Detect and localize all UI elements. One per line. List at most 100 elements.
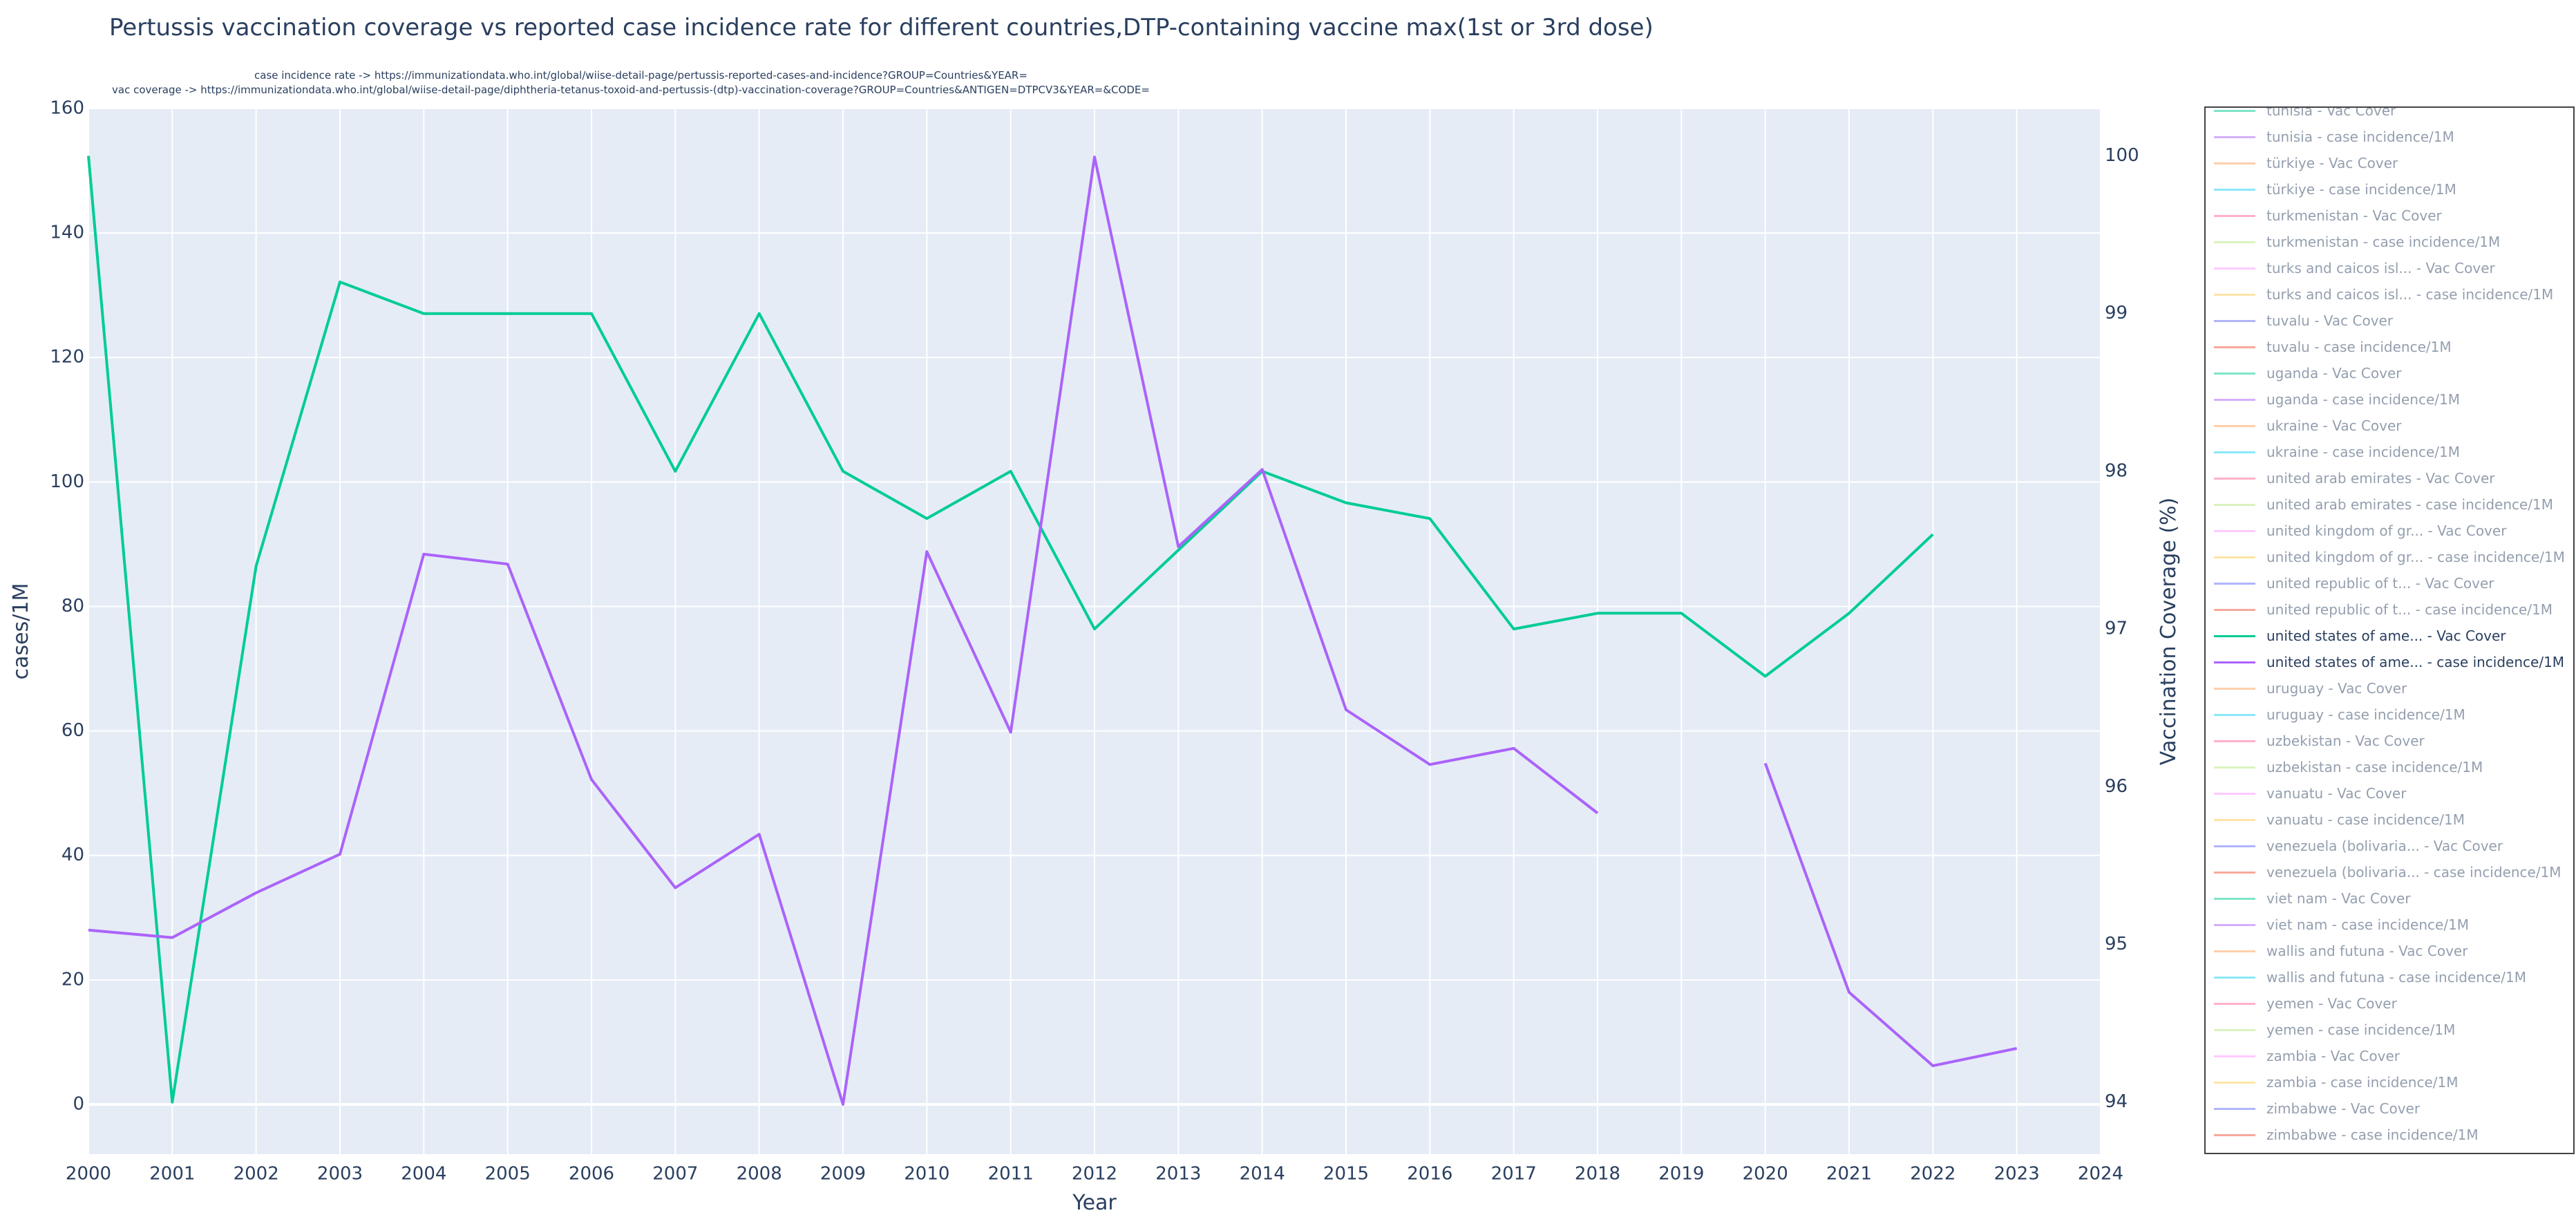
legend-label: uruguay - Vac Cover bbox=[2266, 680, 2407, 697]
legend-item[interactable]: türkiye - Vac Cover bbox=[2214, 151, 2398, 176]
legend-item[interactable]: turkmenistan - Vac Cover bbox=[2214, 203, 2442, 228]
legend-item[interactable]: zimbabwe - case incidence/1M bbox=[2214, 1122, 2479, 1147]
legend-item[interactable]: venezuela (bolivaria... - Vac Cover bbox=[2214, 833, 2503, 858]
legend-item[interactable]: united states of ame... - Vac Cover bbox=[2214, 623, 2506, 648]
legend-item[interactable]: zambia - Vac Cover bbox=[2214, 1044, 2400, 1068]
legend-swatch bbox=[2214, 424, 2255, 427]
legend-swatch bbox=[2214, 1028, 2255, 1031]
legend-swatch bbox=[2214, 976, 2255, 979]
legend-item[interactable]: united kingdom of gr... - case incidence… bbox=[2214, 545, 2565, 569]
legend-label: wallis and futuna - case incidence/1M bbox=[2266, 969, 2526, 986]
legend-swatch bbox=[2214, 950, 2255, 952]
x-tick-label: 2005 bbox=[485, 1164, 531, 1185]
legend-item[interactable]: vanuatu - Vac Cover bbox=[2214, 781, 2406, 806]
legend-label: united arab emirates - case incidence/1M bbox=[2266, 496, 2554, 513]
x-tick-label: 2000 bbox=[66, 1164, 111, 1185]
legend-swatch bbox=[2214, 766, 2255, 769]
x-tick-label: 2008 bbox=[737, 1164, 782, 1185]
legend-label: uzbekistan - case incidence/1M bbox=[2266, 759, 2483, 775]
legend-item[interactable]: tuvalu - case incidence/1M bbox=[2214, 335, 2452, 359]
legend-label: ukraine - Vac Cover bbox=[2266, 417, 2402, 434]
legend-item[interactable]: united arab emirates - Vac Cover bbox=[2214, 466, 2495, 491]
legend-label: united states of ame... - Vac Cover bbox=[2266, 628, 2506, 644]
legend-label: venezuela (bolivaria... - Vac Cover bbox=[2266, 838, 2503, 854]
legend-item[interactable]: uruguay - Vac Cover bbox=[2214, 676, 2407, 701]
legend-item[interactable]: zambia - case incidence/1M bbox=[2214, 1070, 2459, 1095]
x-tick-label: 2022 bbox=[1910, 1164, 1955, 1185]
legend-label: türkiye - Vac Cover bbox=[2266, 155, 2398, 171]
legend-swatch bbox=[2214, 293, 2255, 296]
legend-item[interactable]: türkiye - case incidence/1M bbox=[2214, 177, 2456, 202]
legend-label: turkmenistan - Vac Cover bbox=[2266, 207, 2442, 224]
legend-swatch bbox=[2214, 398, 2255, 401]
legend-item[interactable]: turks and caicos isl... - case incidence… bbox=[2214, 282, 2553, 307]
x-tick-label: 2024 bbox=[2078, 1164, 2123, 1185]
legend-swatch bbox=[2214, 871, 2255, 874]
y-tick-label: 100 bbox=[50, 471, 84, 492]
legend-swatch bbox=[2214, 923, 2255, 926]
legend-item[interactable]: united republic of t... - Vac Cover bbox=[2214, 571, 2494, 596]
legend-item[interactable]: wallis and futuna - case incidence/1M bbox=[2214, 965, 2526, 990]
legend-item[interactable]: uzbekistan - case incidence/1M bbox=[2214, 755, 2483, 780]
legend-item[interactable]: tuvalu - Vac Cover bbox=[2214, 308, 2393, 333]
legend-item[interactable]: yemen - Vac Cover bbox=[2214, 991, 2397, 1016]
x-axis-title: Year bbox=[1072, 1191, 1117, 1215]
legend-item[interactable]: wallis and futuna - Vac Cover bbox=[2214, 939, 2468, 963]
legend-label: united republic of t... - case incidence… bbox=[2266, 601, 2553, 618]
legend[interactable]: tunisia - Vac Cover tunisia - case incide… bbox=[2204, 106, 2575, 1154]
legend-item[interactable]: united kingdom of gr... - Vac Cover bbox=[2214, 518, 2506, 543]
legend-swatch bbox=[2214, 556, 2255, 558]
legend-swatch bbox=[2214, 346, 2255, 348]
legend-label: turks and caicos isl... - case incidence… bbox=[2266, 286, 2554, 303]
legend-label: uzbekistan - Vac Cover bbox=[2266, 733, 2425, 749]
legend-item[interactable]: yemen - case incidence/1M bbox=[2214, 1017, 2455, 1042]
legend-label: ukraine - case incidence/1M bbox=[2266, 444, 2461, 460]
legend-item[interactable]: uganda - case incidence/1M bbox=[2214, 387, 2460, 412]
x-tick-label: 2011 bbox=[988, 1164, 1034, 1185]
legend-item[interactable]: viet nam - case incidence/1M bbox=[2214, 912, 2469, 937]
legend-label: turkmenistan - case incidence/1M bbox=[2266, 234, 2501, 250]
legend-item[interactable]: turks and caicos isl... - Vac Cover bbox=[2214, 256, 2495, 281]
y-tick-label: 80 bbox=[61, 596, 84, 616]
legend-item[interactable]: uruguay - case incidence/1M bbox=[2214, 702, 2465, 727]
legend-swatch bbox=[2214, 792, 2255, 795]
legend-swatch bbox=[2214, 529, 2255, 532]
x-tick-label: 2003 bbox=[317, 1164, 363, 1185]
legend-item[interactable]: ukraine - case incidence/1M bbox=[2214, 440, 2460, 464]
legend-label: united states of ame... - case incidence… bbox=[2266, 654, 2565, 670]
legend-swatch bbox=[2214, 897, 2255, 900]
x-tick-label: 2009 bbox=[820, 1164, 866, 1185]
y2-tick-label: 99 bbox=[2105, 303, 2128, 323]
legend-item[interactable]: zimbabwe - Vac Cover bbox=[2214, 1096, 2420, 1121]
legend-item[interactable]: united republic of t... - case incidence… bbox=[2214, 597, 2553, 622]
legend-swatch bbox=[2214, 109, 2255, 112]
legend-swatch bbox=[2214, 241, 2255, 243]
legend-item[interactable]: ukraine - Vac Cover bbox=[2214, 413, 2402, 438]
x-tick-label: 2004 bbox=[401, 1164, 446, 1185]
legend-item[interactable]: viet nam - Vac Cover bbox=[2214, 886, 2411, 911]
legend-item[interactable]: uzbekistan - Vac Cover bbox=[2214, 728, 2425, 753]
legend-label: united kingdom of gr... - case incidence… bbox=[2266, 549, 2565, 565]
legend-item[interactable]: venezuela (bolivaria... - case incidence… bbox=[2214, 860, 2561, 885]
legend-swatch bbox=[2214, 687, 2255, 690]
y-tick-label: 160 bbox=[50, 98, 84, 119]
legend-item[interactable]: united arab emirates - case incidence/1M bbox=[2214, 492, 2553, 517]
legend-swatch bbox=[2214, 1107, 2255, 1110]
legend-label: uganda - Vac Cover bbox=[2266, 365, 2402, 382]
legend-swatch bbox=[2214, 503, 2255, 506]
legend-item[interactable]: turkmenistan - case incidence/1M bbox=[2214, 229, 2500, 254]
legend-item[interactable]: uganda - Vac Cover bbox=[2214, 361, 2402, 386]
legend-swatch bbox=[2214, 1002, 2255, 1005]
legend-item[interactable]: united states of ame... - case incidence… bbox=[2214, 650, 2564, 675]
legend-item[interactable]: vanuatu - case incidence/1M bbox=[2214, 807, 2465, 832]
legend-item[interactable]: tunisia - case incidence/1M bbox=[2214, 124, 2454, 149]
legend-swatch bbox=[2214, 451, 2255, 453]
legend-item[interactable]: tunisia - Vac Cover bbox=[2214, 108, 2396, 123]
x-tick-label: 2015 bbox=[1323, 1164, 1369, 1185]
y2-tick-label: 96 bbox=[2105, 776, 2128, 797]
legend-swatch bbox=[2214, 135, 2255, 138]
x-tick-label: 2001 bbox=[149, 1164, 195, 1185]
y-tick-label: 0 bbox=[73, 1093, 84, 1114]
y2-tick-label: 94 bbox=[2105, 1091, 2128, 1112]
